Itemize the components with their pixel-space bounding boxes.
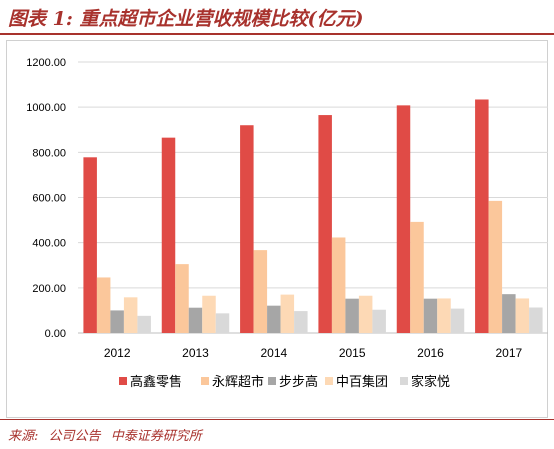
bar <box>437 298 451 333</box>
title-divider <box>0 33 554 35</box>
bar <box>331 237 346 333</box>
y-tick-label: 400.00 <box>32 238 66 250</box>
source-label: 来源: <box>8 429 39 444</box>
x-tick-label: 2017 <box>495 346 522 360</box>
y-tick-label: 600.00 <box>32 193 66 205</box>
x-tick-label: 2013 <box>182 346 209 360</box>
bar <box>450 308 465 333</box>
legend-label: 中百集团 <box>336 374 388 390</box>
bar <box>515 298 530 333</box>
legend: 高鑫零售 永辉超市 步步高 中百集团 家家悦 <box>119 374 450 390</box>
bars <box>83 99 543 333</box>
legend-swatch <box>268 377 276 385</box>
legend-swatch <box>119 377 127 385</box>
bar <box>475 99 489 333</box>
bar <box>423 298 438 333</box>
source-research-institute: 中泰证券研究所 <box>110 429 202 444</box>
bar <box>253 250 268 333</box>
legend-swatch <box>400 377 408 385</box>
bar <box>280 294 295 333</box>
y-tick-label: 0.00 <box>45 328 66 340</box>
y-tick-label: 1200.00 <box>26 57 66 69</box>
bar <box>96 277 111 333</box>
source-company-filings: 公司公告 <box>48 429 101 444</box>
bar <box>161 137 176 333</box>
bar <box>188 307 203 333</box>
bar <box>488 200 503 333</box>
legend-label: 家家悦 <box>411 374 450 390</box>
bar <box>123 297 138 333</box>
x-tick-label: 2015 <box>339 346 366 360</box>
bar <box>410 221 424 333</box>
bar <box>202 295 216 333</box>
source-note: 来源: 公司公告 中泰证券研究所 <box>8 425 208 444</box>
chart-frame <box>6 40 548 418</box>
legend-label: 高鑫零售 <box>130 374 182 390</box>
bar <box>345 298 359 333</box>
bar-chart: 0.00 200.00 400.00 600.00 800.00 1000.00 1200.… <box>26 57 548 390</box>
bar <box>267 305 281 333</box>
y-tick-label: 800.00 <box>32 147 66 159</box>
legend-label: 永辉超市 <box>212 374 264 390</box>
x-tick-label: 2016 <box>417 346 444 360</box>
y-axis-ticks: 0.00 200.00 400.00 600.00 800.00 1000.00 1200.… <box>26 57 66 340</box>
y-tick-label: 200.00 <box>32 283 66 295</box>
bar <box>502 294 516 333</box>
source-divider <box>0 419 554 420</box>
gridlines <box>78 61 548 334</box>
figure-title: 图表 1: 重点超市企业营收规模比较(亿元) <box>8 8 364 30</box>
bar <box>137 315 151 333</box>
bar <box>215 313 230 333</box>
legend-label: 步步高 <box>279 374 318 390</box>
bar <box>110 310 124 333</box>
legend-swatch <box>201 377 209 385</box>
bar <box>396 105 411 333</box>
y-tick-label: 1000.00 <box>26 102 66 114</box>
x-tick-label: 2012 <box>104 346 131 360</box>
bar <box>318 115 332 333</box>
bar <box>240 125 254 333</box>
bar <box>294 311 308 333</box>
x-tick-label: 2014 <box>260 346 287 360</box>
bar <box>372 309 386 333</box>
bar <box>358 295 373 333</box>
bar <box>175 264 189 333</box>
bar <box>529 307 543 333</box>
legend-swatch <box>325 377 333 385</box>
bar <box>83 157 97 333</box>
x-axis-ticks: 2012 2013 2014 2015 2016 2017 <box>104 346 523 360</box>
